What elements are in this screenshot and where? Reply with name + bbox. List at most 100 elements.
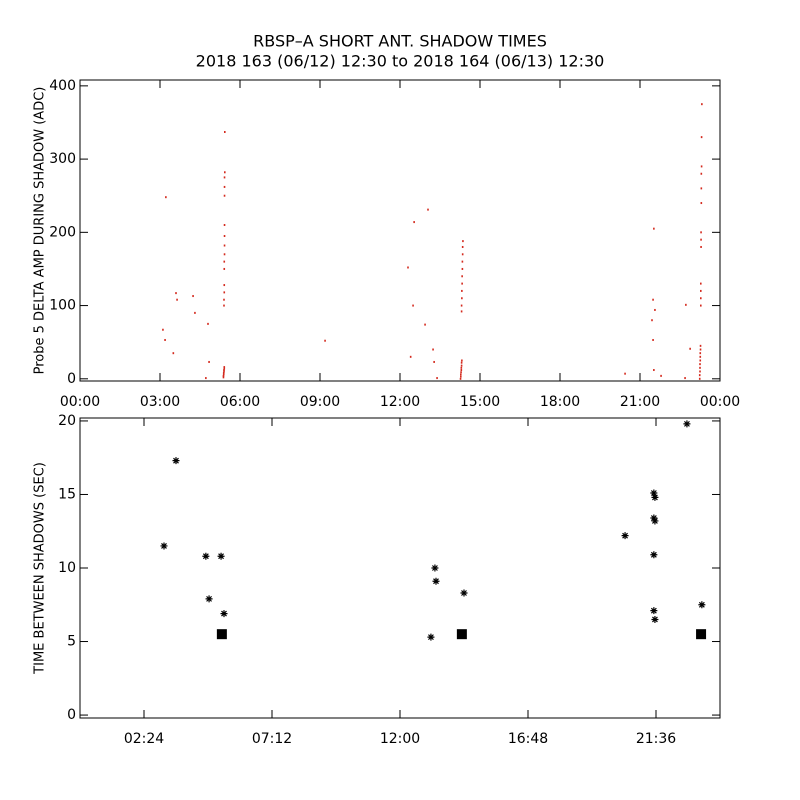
data-point — [431, 564, 439, 572]
data-point — [223, 366, 226, 369]
y-tick-label: 200 — [49, 224, 76, 240]
data-point — [651, 493, 659, 501]
x-tick-label: 00:00 — [700, 394, 740, 410]
data-point — [223, 185, 226, 188]
data-point — [162, 328, 164, 331]
data-point — [461, 260, 464, 263]
data-point — [700, 297, 702, 300]
data-point — [460, 373, 462, 376]
data-point — [461, 275, 463, 278]
data-point — [220, 610, 228, 618]
data-point — [223, 194, 226, 197]
data-point — [460, 310, 463, 313]
data-point — [222, 373, 225, 376]
data-point — [165, 196, 167, 199]
data-point — [624, 372, 626, 375]
y-tick-label: 20 — [58, 413, 76, 429]
data-point — [461, 297, 463, 300]
data-point — [461, 289, 463, 292]
x-tick-label: 18:00 — [540, 394, 580, 410]
data-point — [654, 308, 656, 311]
data-point — [427, 633, 435, 641]
data-point — [223, 260, 226, 263]
data-point — [699, 366, 701, 369]
x-tick-label: 07:12 — [252, 731, 292, 747]
data-point — [700, 136, 703, 139]
data-point — [461, 282, 463, 285]
data-point — [699, 363, 701, 366]
data-point — [461, 267, 464, 270]
data-point — [699, 348, 702, 351]
x-tick-label: 09:00 — [300, 394, 340, 410]
data-point — [176, 298, 178, 301]
data-point — [653, 369, 655, 372]
data-point — [432, 348, 434, 351]
data-point — [699, 352, 702, 355]
y-axis-label: TIME BETWEEN SHADOWS (SEC) — [33, 462, 48, 675]
data-point — [700, 238, 702, 241]
data-point — [700, 172, 703, 175]
data-point — [700, 202, 703, 205]
x-tick-label: 21:00 — [620, 394, 660, 410]
data-point — [223, 224, 226, 227]
data-point — [222, 374, 225, 377]
data-point — [460, 375, 462, 378]
y-tick-label: 0 — [67, 707, 76, 723]
x-tick-label: 12:00 — [380, 394, 420, 410]
data-point — [460, 304, 463, 307]
data-point — [699, 344, 702, 347]
data-point — [223, 367, 226, 370]
x-tick-label: 16:48 — [508, 731, 548, 747]
x-tick-label: 00:00 — [60, 394, 100, 410]
data-point — [651, 319, 653, 322]
y-tick-label: 300 — [49, 151, 76, 167]
data-point — [652, 298, 654, 301]
data-point — [701, 103, 703, 106]
data-point — [222, 376, 225, 379]
data-point — [696, 629, 707, 640]
data-point — [207, 322, 209, 325]
data-point — [700, 304, 702, 307]
data-point — [427, 208, 429, 211]
data-point — [462, 240, 464, 243]
data-point — [172, 457, 180, 465]
data-point — [660, 374, 662, 377]
data-point — [652, 338, 654, 341]
data-point — [192, 295, 194, 298]
y-tick-label: 5 — [67, 634, 76, 650]
data-point — [160, 542, 168, 550]
data-point — [436, 377, 438, 380]
data-point — [223, 244, 226, 247]
data-point — [222, 371, 225, 374]
data-point — [699, 355, 702, 358]
data-point — [223, 298, 225, 301]
data-point — [412, 304, 414, 307]
y-tick-label: 15 — [58, 486, 76, 502]
data-point — [409, 355, 412, 358]
data-point — [432, 577, 440, 585]
data-point — [699, 370, 701, 373]
data-point — [205, 377, 207, 380]
data-point — [685, 303, 687, 306]
data-point — [460, 366, 463, 369]
data-point — [202, 552, 210, 560]
data-point — [164, 338, 166, 341]
data-point — [700, 245, 702, 248]
data-point — [216, 629, 227, 640]
data-point — [700, 282, 702, 285]
data-point — [653, 227, 655, 230]
data-point — [689, 347, 691, 350]
x-tick-label: 15:00 — [460, 394, 500, 410]
y-tick-label: 0 — [67, 371, 76, 387]
data-point — [684, 377, 686, 380]
data-point — [217, 552, 225, 560]
x-tick-label: 12:00 — [380, 731, 420, 747]
data-point — [223, 370, 225, 373]
data-point — [208, 360, 210, 363]
data-point — [324, 339, 326, 342]
x-tick-label: 02:24 — [124, 731, 164, 747]
data-point — [461, 245, 464, 248]
data-point — [224, 130, 226, 133]
data-point — [456, 629, 467, 640]
